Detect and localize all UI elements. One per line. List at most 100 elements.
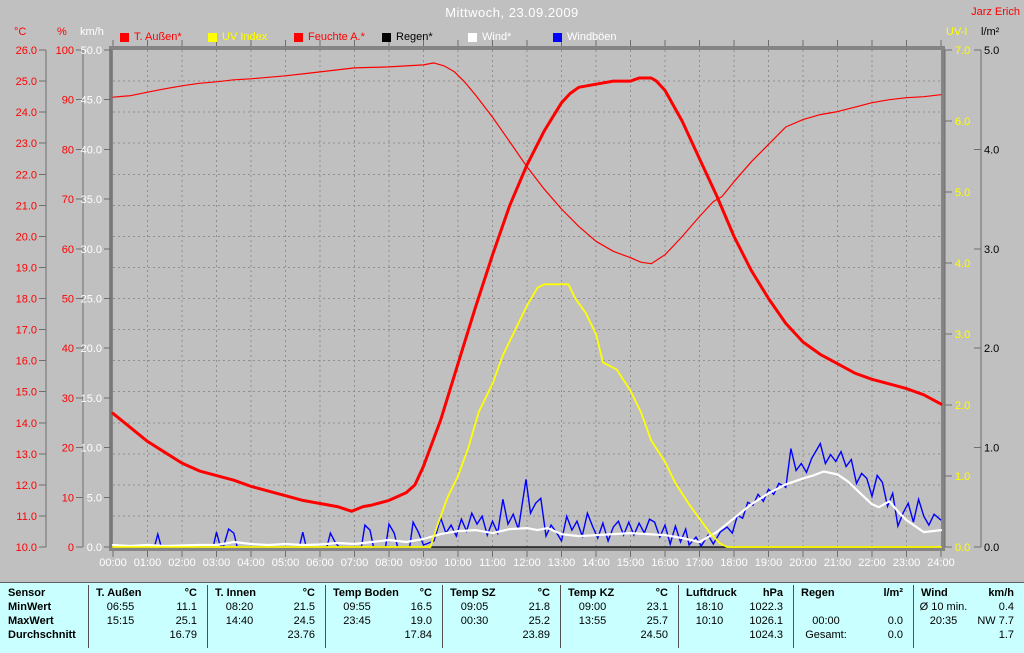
temp_c-axis-tick-label: 20.0 (16, 231, 37, 243)
temp_c-axis-tick-label: 17.0 (16, 325, 37, 337)
row-label: Sensor (8, 587, 46, 599)
lm2-axis-tick-label: 1.0 (984, 443, 999, 455)
column-name: Regen (801, 587, 835, 599)
min-value: 16.5 (410, 601, 432, 613)
x-axis-tick-label: 24:00 (927, 557, 955, 569)
x-axis-tick-label: 17:00 (686, 557, 714, 569)
uv-axis-tick-label: 3.0 (955, 329, 970, 341)
column-name: Temp KZ (568, 587, 615, 599)
min-value: 21.8 (528, 601, 550, 613)
table-column-separator (207, 585, 208, 648)
x-axis-tick-label: 05:00 (272, 557, 300, 569)
max-time: 13:55 (578, 615, 607, 627)
row-label: MaxWert (8, 615, 54, 627)
temp_c-axis-tick-label: 26.0 (16, 45, 37, 57)
uv-axis-unit: UV-I (946, 26, 968, 38)
temp_c-axis-tick-label: 12.0 (16, 480, 37, 492)
max-value: 19.0 (410, 615, 432, 627)
temp_c-axis-tick-label: 22.0 (16, 169, 37, 181)
kmh-axis-tick-label: 10.0 (81, 443, 102, 455)
min-value: 21.5 (293, 601, 315, 613)
legend-item-2: UV Index (208, 31, 267, 43)
temp_c-axis-tick-label: 11.0 (16, 511, 37, 523)
min-value: 23.1 (646, 601, 668, 613)
min-time: 09:55 (343, 601, 371, 613)
legend-swatch-icon (382, 32, 391, 42)
column-unit: km/h (988, 587, 1014, 599)
table-column-separator (88, 585, 89, 648)
min-time: 09:05 (460, 601, 489, 613)
legend-label: Regen* (396, 31, 433, 44)
temp-axis-unit: °C (14, 26, 27, 38)
x-axis-tick-label: 08:00 (375, 557, 403, 569)
lm2-axis-tick-label: 5.0 (984, 45, 999, 57)
x-axis-tick-label: 03:00 (203, 557, 231, 569)
legend-label: T. Außen* (134, 31, 182, 44)
column-name: T. Außen (96, 587, 142, 599)
row-label: MinWert (8, 601, 52, 613)
percent-axis-tick-label: 10 (62, 492, 74, 504)
max-value: 25.7 (646, 615, 668, 627)
row-label: Durchschnitt (8, 629, 76, 641)
avg-value: 24.50 (640, 629, 668, 641)
temp_c-axis-tick-label: 10.0 (16, 542, 37, 554)
legend-label: Wind* (482, 31, 512, 44)
min-value: 1022.3 (749, 601, 783, 613)
uv-axis-tick-label: 4.0 (955, 258, 970, 270)
percent-axis-tick-label: 90 (62, 95, 74, 107)
max-time: 10:10 (695, 615, 724, 627)
temp_c-axis-tick-label: 23.0 (16, 138, 37, 150)
max-value: 25.1 (175, 615, 197, 627)
column-name: Temp Boden (333, 587, 399, 599)
column-unit: °C (537, 587, 550, 599)
x-axis-tick-label: 18:00 (720, 557, 748, 569)
column-name: T. Innen (215, 587, 256, 599)
series-windb-en (113, 441, 942, 549)
percent-axis-tick-label: 40 (62, 343, 74, 355)
avg-value: 23.89 (522, 629, 550, 641)
min-value: 11.1 (176, 601, 197, 613)
avg-value: 17.84 (404, 629, 432, 641)
max-time: 14:40 (225, 615, 254, 627)
table-column-separator (678, 585, 679, 648)
kmh-axis-tick-label: 15.0 (81, 393, 102, 405)
temp_c-axis-tick-label: 21.0 (16, 200, 37, 212)
avg-time: Gesamt: (805, 629, 847, 641)
max-value: 1026.1 (749, 615, 783, 627)
legend-item-3: Feuchte A.* (294, 31, 365, 44)
lm2-axis-tick-label: 2.0 (984, 343, 999, 355)
sensor-summary-table: Sensor MinWert MaxWert Durchschnitt T. Außen… (0, 582, 1024, 653)
legend-item-1: T. Außen* (120, 31, 182, 44)
x-axis-tick-label: 20:00 (789, 557, 817, 569)
kmh-axis-tick-label: 0.0 (87, 542, 102, 554)
min-time: 09:00 (578, 601, 607, 613)
uv-axis-tick-label: 1.0 (955, 471, 970, 483)
temp_c-axis-tick-label: 13.0 (16, 449, 37, 461)
column-unit: °C (419, 587, 432, 599)
max-time: 00:00 (812, 615, 840, 627)
percent-axis-tick-label: 60 (62, 244, 74, 256)
legend-swatch-icon (553, 32, 562, 42)
temp_c-axis-tick-label: 18.0 (16, 294, 37, 306)
x-axis-tick-label: 02:00 (168, 557, 196, 569)
kmh-axis-tick-label: 40.0 (81, 144, 102, 156)
kmh-axis-tick-label: 45.0 (81, 95, 102, 107)
temp_c-axis-tick-label: 24.0 (16, 107, 37, 119)
legend-swatch-icon (208, 32, 217, 42)
legend-label: Windböen (567, 31, 617, 44)
percent-axis-tick-label: 80 (62, 144, 74, 156)
column-name: Wind (921, 587, 948, 599)
column-unit: °C (302, 587, 315, 599)
legend-label: Feuchte A.* (308, 31, 365, 44)
x-axis-tick-label: 11:00 (479, 557, 506, 569)
max-time: 00:30 (460, 615, 489, 627)
min-value: 0.4 (998, 601, 1014, 613)
table-column-separator (442, 585, 443, 648)
x-axis-tick-label: 14:00 (582, 557, 610, 569)
percent-axis-tick-label: 50 (62, 294, 74, 306)
uv-axis-tick-label: 2.0 (955, 400, 970, 412)
table-column-separator (560, 585, 561, 648)
lm2-axis-tick-label: 3.0 (984, 244, 999, 256)
min-time: Ø 10 min. (919, 601, 968, 613)
avg-value: 1024.3 (749, 629, 783, 641)
